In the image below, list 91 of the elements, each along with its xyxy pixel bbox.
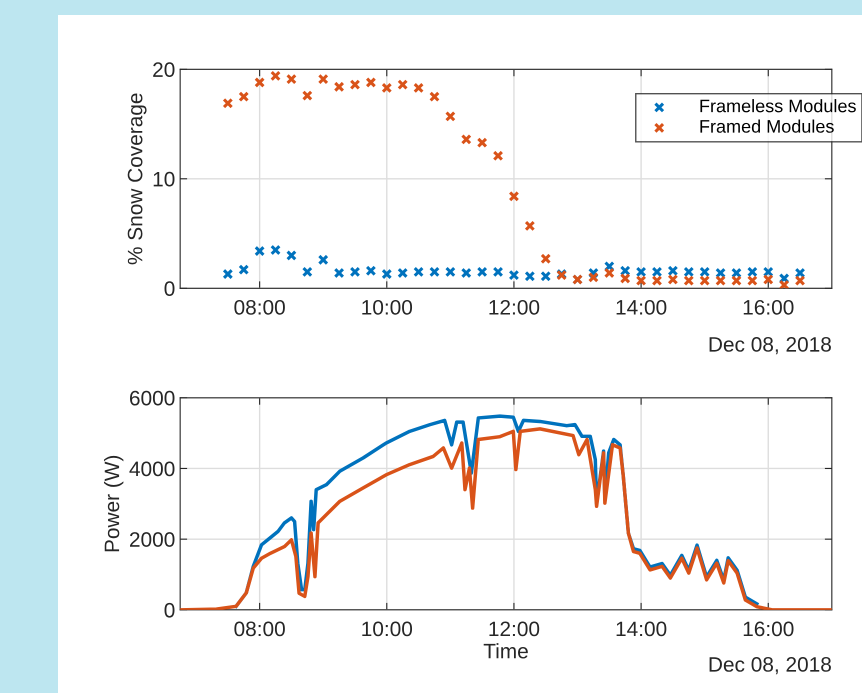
- text: Dec 08, 2018: [710, 337, 831, 354]
- point: [492, 266, 504, 278]
- point: [366, 77, 376, 88]
- point: [588, 272, 599, 283]
- point: [429, 266, 440, 278]
- legend-label: Framed Modules: [700, 120, 834, 133]
- point: [476, 137, 488, 148]
- point: [413, 266, 424, 278]
- point: [334, 81, 344, 92]
- point: [445, 111, 456, 122]
- point: [366, 265, 376, 276]
- x-tick-label: 12:00: [489, 622, 540, 636]
- point: [699, 275, 710, 286]
- x-tick-label: 16:00: [744, 622, 794, 636]
- point: [350, 79, 360, 90]
- point: [508, 270, 520, 280]
- x-tick-label: 12:00: [489, 300, 540, 315]
- point: [747, 275, 758, 286]
- point: [683, 275, 694, 286]
- point: [762, 274, 774, 285]
- point: [652, 266, 662, 278]
- y-tick-label: 2000: [130, 532, 174, 547]
- x-tick-label: 08:00: [234, 622, 285, 636]
- point: [715, 275, 726, 286]
- legend-label: Frameless Modules: [700, 99, 856, 112]
- y-tick-label: 6000: [130, 390, 174, 406]
- point: [397, 79, 408, 90]
- point: [731, 275, 742, 286]
- point: [508, 190, 520, 202]
- point: [652, 275, 662, 286]
- point: [794, 275, 806, 286]
- point: [318, 254, 329, 266]
- point: [381, 82, 392, 94]
- x-tick-label: 14:00: [616, 300, 666, 315]
- y-tick-label: 10: [154, 172, 174, 187]
- point: [683, 266, 694, 278]
- point: [460, 268, 472, 278]
- point: [222, 268, 234, 280]
- point: [254, 77, 265, 88]
- y-tick-label: 20: [153, 62, 174, 78]
- point: [747, 266, 758, 278]
- x-tick-label: 16:00: [744, 300, 794, 315]
- point: [445, 266, 456, 278]
- point: [476, 266, 488, 278]
- point: [668, 274, 678, 285]
- x-tick-label: 14:00: [616, 622, 666, 636]
- point: [762, 266, 774, 278]
- point: [254, 246, 265, 256]
- point: [778, 280, 790, 288]
- y-tick-label: 0: [164, 602, 174, 618]
- point: [668, 265, 678, 276]
- x-tick-label: 08:00: [234, 300, 285, 315]
- point: [636, 275, 646, 286]
- point: [270, 244, 281, 256]
- y-tick-label: 4000: [129, 461, 174, 476]
- point: [540, 270, 552, 282]
- point: [460, 134, 472, 145]
- point: [620, 265, 631, 276]
- point: [715, 268, 726, 278]
- point: [381, 268, 392, 280]
- point: [699, 266, 710, 278]
- y-axis-title: Power (W): [104, 456, 124, 552]
- point: [222, 98, 234, 109]
- x-tick-label: 10:00: [362, 300, 412, 315]
- point: [604, 268, 615, 278]
- point: [492, 150, 504, 162]
- point: [794, 268, 806, 278]
- point: [286, 250, 297, 261]
- point: [636, 266, 646, 278]
- point: [540, 253, 552, 264]
- point: [238, 264, 250, 276]
- point: [524, 270, 536, 282]
- point: [286, 74, 297, 84]
- point: [731, 268, 742, 278]
- point: [524, 220, 536, 232]
- point: [397, 268, 408, 278]
- point: [270, 70, 281, 82]
- point: [620, 273, 631, 284]
- y-tick-label: 0: [164, 281, 174, 296]
- point: [302, 266, 313, 278]
- point: [238, 91, 250, 102]
- y-axis-title: % Snow Coverage: [128, 93, 147, 264]
- x-tick-label: 10:00: [362, 622, 412, 636]
- point: [302, 90, 313, 101]
- point: [429, 91, 440, 102]
- point: [350, 266, 360, 278]
- point: [334, 268, 344, 278]
- point: [318, 74, 329, 84]
- text: Dec 08, 2018: [710, 657, 831, 674]
- point: [413, 82, 424, 94]
- x-axis-title: Time: [484, 643, 528, 658]
